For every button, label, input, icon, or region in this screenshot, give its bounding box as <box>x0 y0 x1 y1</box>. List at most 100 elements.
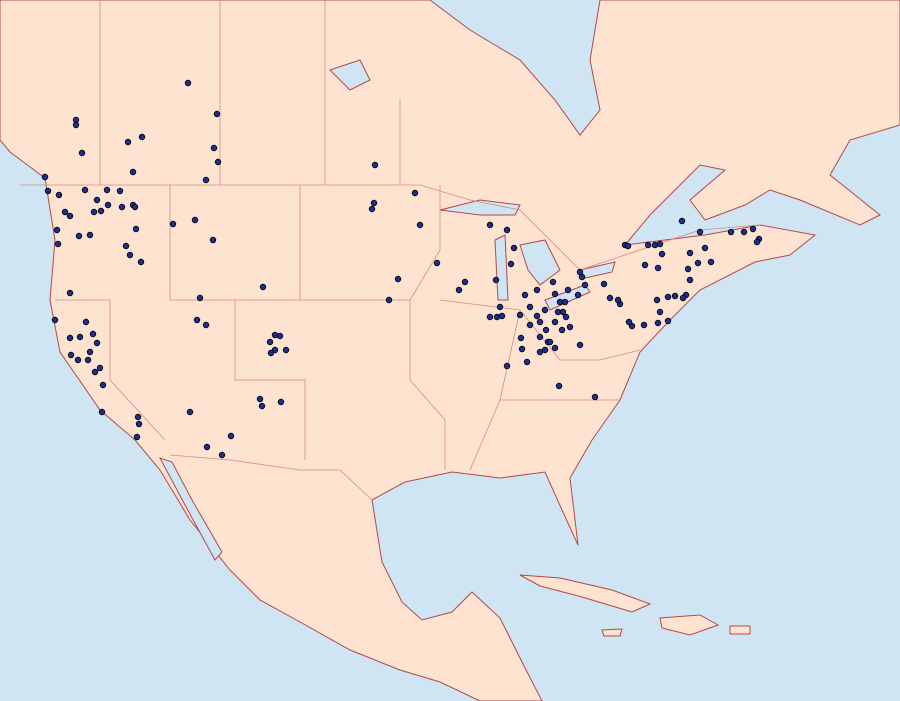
observation-dot <box>66 334 74 342</box>
observation-dot <box>576 341 584 349</box>
observation-dot <box>664 317 672 325</box>
observation-dot <box>656 308 664 316</box>
observation-dot <box>696 228 704 236</box>
observation-dot <box>496 303 504 311</box>
observation-dot <box>202 321 210 329</box>
observation-dot <box>186 408 194 416</box>
observation-dot <box>753 238 761 246</box>
observation-dot <box>86 231 94 239</box>
observation-dot <box>394 275 402 283</box>
observation-dot <box>131 203 139 211</box>
observation-dot <box>74 356 82 364</box>
observation-dot <box>126 251 134 259</box>
hispaniola <box>659 614 720 636</box>
observation-dot <box>116 187 124 195</box>
observation-dot <box>503 362 511 370</box>
observation-dot <box>227 432 235 440</box>
observation-dot <box>564 286 572 294</box>
observation-dot <box>103 186 111 194</box>
observation-dot <box>516 311 524 319</box>
observation-dot <box>97 207 105 215</box>
observation-dot <box>55 191 63 199</box>
observation-dot <box>203 443 211 451</box>
observation-dot <box>370 199 378 207</box>
observation-dot <box>84 356 92 364</box>
observation-dot <box>371 161 379 169</box>
observation-dot <box>561 298 569 306</box>
observation-dot <box>122 242 130 250</box>
observation-dot <box>510 244 518 252</box>
observation-dot <box>549 278 557 286</box>
observation-dot <box>614 296 622 304</box>
observation-dot <box>526 303 534 311</box>
observation-dot <box>66 212 74 220</box>
observation-dot <box>533 312 541 320</box>
political-borders <box>20 0 761 501</box>
observation-dot <box>385 296 393 304</box>
observation-dot <box>521 291 529 299</box>
observation-dot <box>193 316 201 324</box>
observation-dot <box>562 313 570 321</box>
observation-dot <box>455 286 463 294</box>
observation-dot <box>578 273 586 281</box>
observation-dot <box>93 196 101 204</box>
observation-dot <box>555 382 563 390</box>
observation-dot <box>656 240 664 248</box>
observation-dot <box>93 339 101 347</box>
observation-dot <box>536 333 544 341</box>
observation-dot <box>558 326 566 334</box>
observation-dot <box>679 294 687 302</box>
observation-dot <box>282 346 290 354</box>
observation-dot <box>640 321 648 329</box>
observation-dot <box>523 358 531 366</box>
observation-dot <box>686 249 694 257</box>
observation-dot <box>133 433 141 441</box>
cuba <box>519 574 652 613</box>
observation-dot <box>213 110 221 118</box>
observation-dot <box>41 173 49 181</box>
gulf-of-california <box>158 457 223 561</box>
observation-dot <box>191 216 199 224</box>
observation-dot <box>137 258 145 266</box>
observation-dot <box>518 345 526 353</box>
observation-dot <box>533 286 541 294</box>
observation-dot <box>276 332 284 340</box>
observation-dot <box>267 349 275 357</box>
observation-dot <box>416 221 424 229</box>
observation-dot <box>66 289 74 297</box>
observation-dot <box>44 187 52 195</box>
observation-dot <box>701 244 709 252</box>
observation-dot <box>124 138 132 146</box>
observation-dot <box>551 344 559 352</box>
observation-dot <box>551 290 559 298</box>
observation-dot <box>104 201 112 209</box>
observation-dot <box>694 259 702 267</box>
observation-dot <box>678 217 686 225</box>
observation-dot <box>214 158 222 166</box>
observation-dot <box>129 168 137 176</box>
observation-dot <box>707 258 715 266</box>
observation-dot <box>368 205 376 213</box>
observation-dot <box>98 408 106 416</box>
observation-dot <box>551 318 559 326</box>
observation-dot <box>72 121 80 129</box>
observation-dot <box>461 278 469 286</box>
observation-dot <box>81 186 89 194</box>
observation-dot <box>78 149 86 157</box>
observation-dot <box>209 236 217 244</box>
observation-dot <box>686 276 694 284</box>
observation-dot <box>507 260 515 268</box>
observation-dot <box>684 265 692 273</box>
observation-dot <box>132 225 140 233</box>
observation-dot <box>86 348 94 356</box>
observation-dot <box>658 250 666 258</box>
observation-dot <box>210 144 218 152</box>
observation-dot <box>82 318 90 326</box>
observation-dot <box>134 413 142 421</box>
observation-dot <box>644 241 652 249</box>
observation-dot <box>606 294 614 302</box>
observation-dot <box>67 351 75 359</box>
observation-dot <box>503 226 511 234</box>
observation-dot <box>54 240 62 248</box>
